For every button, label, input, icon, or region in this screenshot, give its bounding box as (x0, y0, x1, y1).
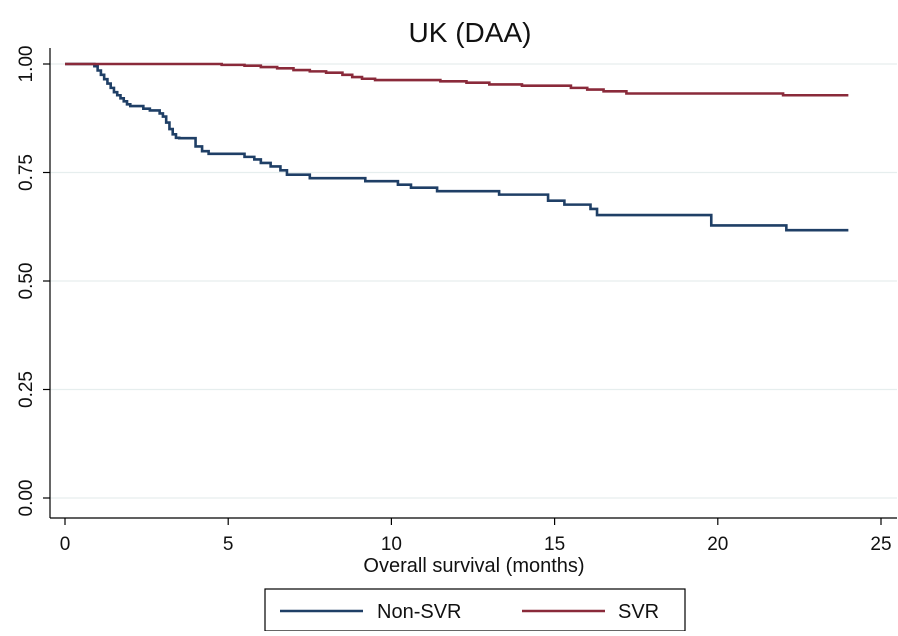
x-tick-label-2: 10 (381, 534, 402, 555)
x-tick-label-4: 20 (707, 534, 728, 555)
series-line-non-svr (65, 62, 849, 232)
x-tick-label-3: 15 (544, 534, 565, 555)
gridlines (50, 63, 897, 499)
y-tick-label-2: 0.50 (16, 263, 37, 300)
axes: 0.00 0.25 0.50 0.75 1.00 0 5 10 15 20 25 (16, 46, 897, 555)
x-tick-label-5: 25 (870, 534, 891, 555)
y-tick-label-4: 1.00 (16, 46, 37, 83)
legend-label-svr: SVR (618, 601, 659, 623)
x-tick-label-0: 0 (60, 534, 71, 555)
chart-title: UK (DAA) (409, 17, 532, 48)
series-line-svr (65, 62, 849, 97)
y-tick-label-0: 0.00 (16, 480, 37, 517)
x-axis-label: Overall survival (months) (363, 555, 584, 577)
legend-label-non-svr: Non-SVR (377, 601, 461, 623)
legend: Non-SVR SVR (264, 588, 686, 632)
legend-box (264, 588, 686, 632)
y-tick-label-1: 0.25 (16, 371, 37, 408)
y-tick-label-3: 0.75 (16, 154, 37, 191)
series-lines (65, 62, 849, 232)
x-tick-label-1: 5 (223, 534, 234, 555)
